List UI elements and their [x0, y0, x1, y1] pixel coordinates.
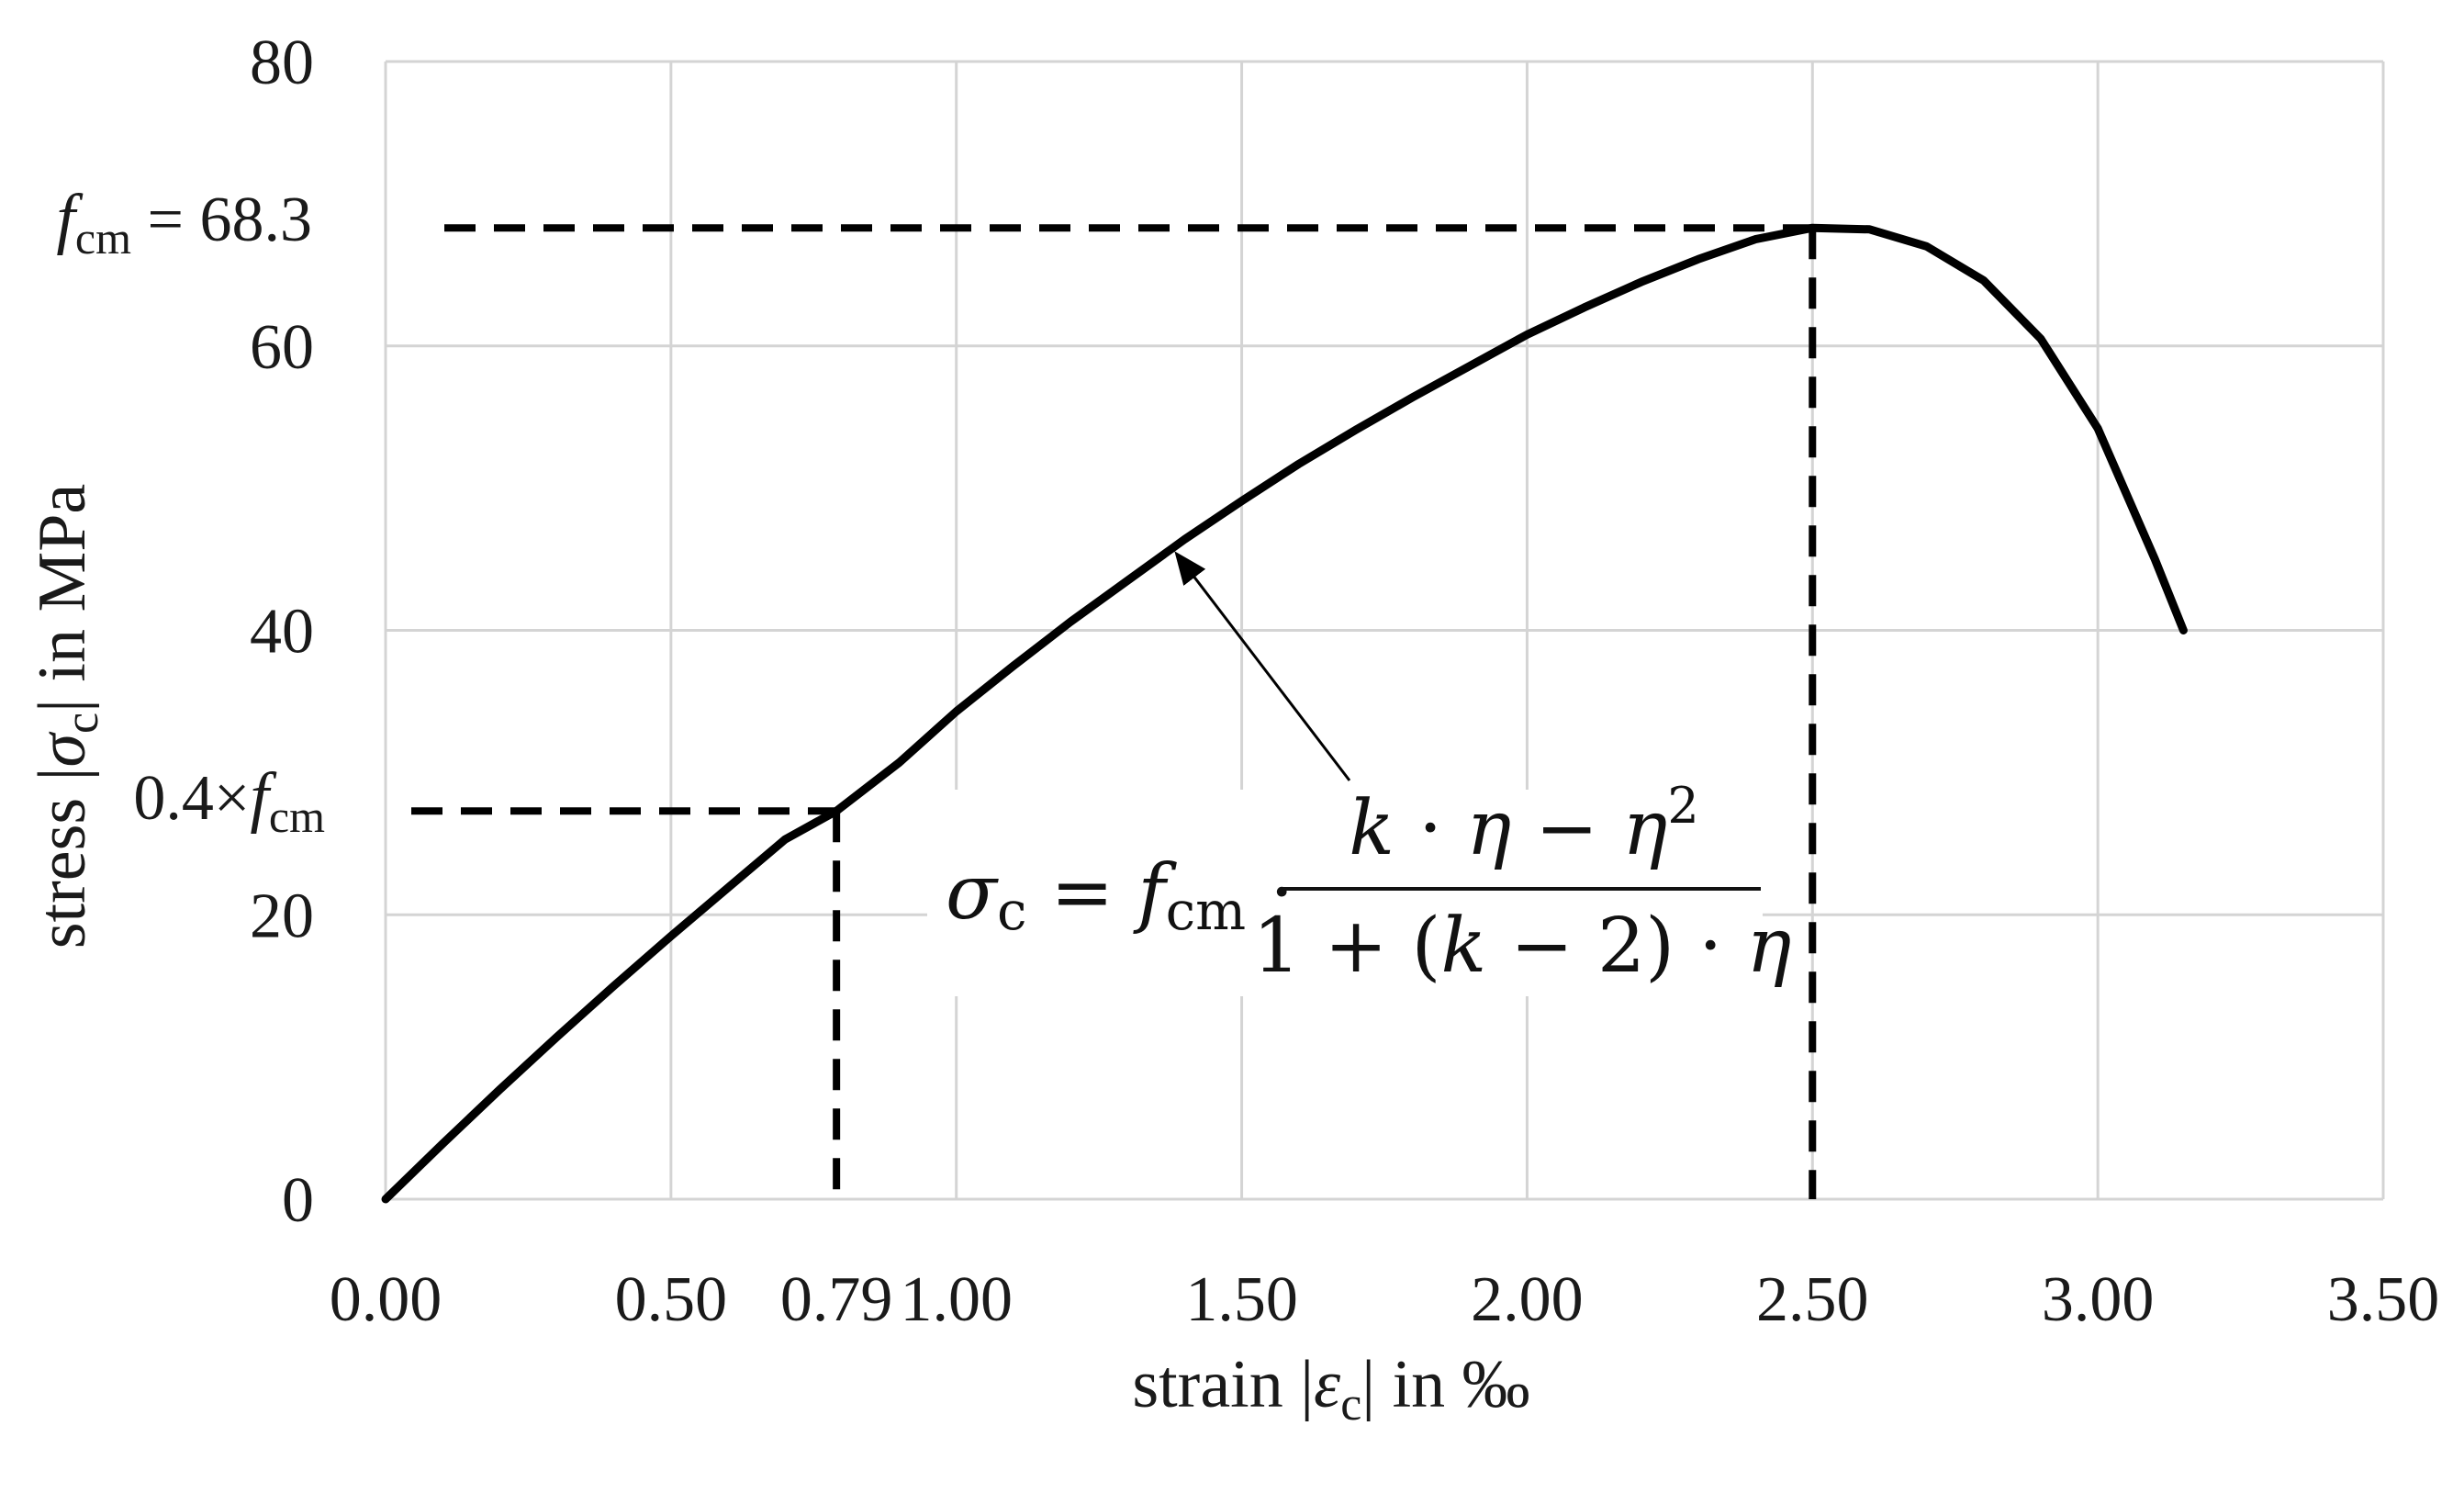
x-tick-label: 1.50	[1185, 1264, 1298, 1335]
x-tick-label: 3.00	[2042, 1264, 2155, 1335]
x-tick-label: 0.00	[330, 1264, 442, 1335]
x-tick-label: 0.50	[615, 1264, 728, 1335]
y-axis-title: stress |σc| in MPa	[25, 484, 108, 949]
y-tick-labels: 0 20 40 60 80	[250, 28, 314, 1236]
elastic-limit-label: 0.4×fcm	[133, 759, 325, 842]
fcm-label: fcm = 68.3	[56, 181, 312, 264]
x-tick-labels: 0.00 0.50 0.79 1.00 1.50 2.00 2.50 3.00 3.50	[330, 1264, 2440, 1335]
y-tick-label: 60	[250, 312, 314, 383]
y-tick-label: 20	[250, 881, 314, 951]
formula-denominator: 1 + (k − 2) · η	[1252, 903, 1791, 990]
reference-lines	[411, 224, 1817, 1199]
formula-arrow	[1174, 551, 1351, 781]
x-axis-title: strain |εc| in ‰	[1132, 1347, 1529, 1431]
series-layer	[381, 223, 2188, 1204]
x-tick-label: 2.50	[1756, 1264, 1869, 1335]
formula-background	[927, 790, 1763, 996]
x-tick-label: 2.00	[1471, 1264, 1584, 1335]
gridlines	[384, 60, 2385, 1201]
x-tick-label: 0.79	[780, 1264, 893, 1335]
y-tick-label: 40	[250, 597, 314, 668]
y-tick-label: 0	[282, 1165, 314, 1236]
stress-strain-curve	[381, 223, 2188, 1204]
x-tick-label: 1.00	[900, 1264, 1013, 1335]
formula-numerator: k · η − η2	[1349, 777, 1698, 872]
y-tick-label: 80	[250, 28, 314, 98]
x-tick-label: 3.50	[2327, 1264, 2440, 1335]
